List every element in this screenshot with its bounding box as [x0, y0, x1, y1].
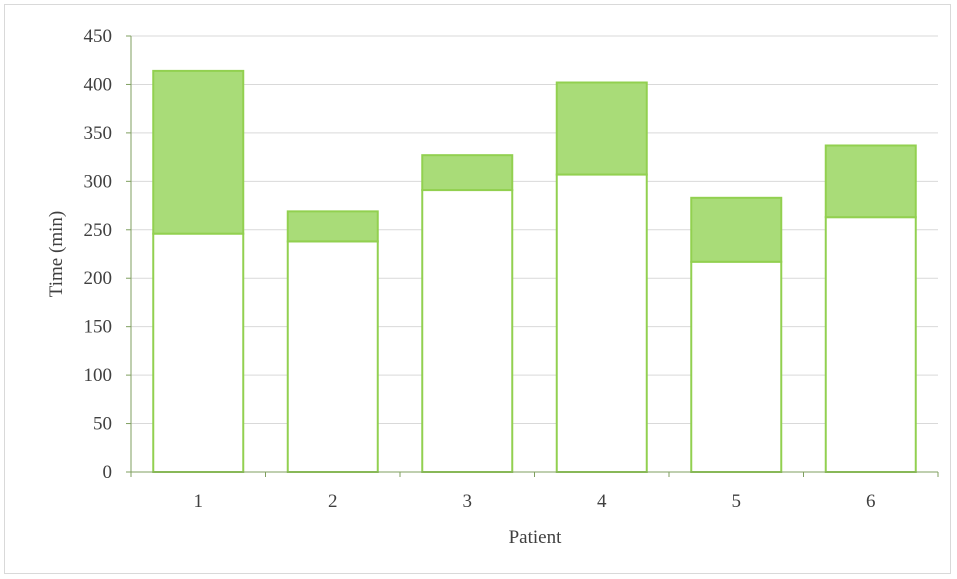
bar-segment-2-patient-4	[555, 81, 648, 176]
bar-segment-1-patient-1	[152, 232, 245, 473]
x-tick-label: 4	[597, 491, 607, 512]
x-tick-label: 1	[194, 491, 204, 512]
y-tick-label: 350	[84, 123, 113, 144]
axes	[126, 35, 939, 477]
y-tick-label: 50	[93, 414, 112, 435]
bar-segment-2-patient-6	[824, 144, 917, 219]
y-tick-label: 300	[84, 171, 113, 192]
y-tick-label: 450	[84, 26, 113, 47]
gridlines	[131, 35, 938, 425]
y-tick-labels: 0 50 100 150 200 250 300 350 400 450	[84, 26, 113, 483]
x-axis-label: Patient	[509, 527, 562, 548]
y-tick-label: 400	[84, 74, 113, 95]
bar-segment-1-patient-2	[286, 240, 379, 473]
bar-segment-2-patient-5	[690, 196, 783, 263]
y-axis-label: Time (min)	[46, 211, 67, 297]
y-tick-label: 200	[84, 268, 113, 289]
bar-segment-2-patient-3	[421, 154, 514, 192]
bar-segment-1-patient-4	[555, 173, 648, 473]
x-tick-label: 5	[732, 491, 742, 512]
bar-segment-1-patient-5	[690, 260, 783, 473]
y-tick-label: 0	[103, 462, 113, 483]
bar-segment-2-patient-1	[152, 69, 245, 235]
y-tick-label: 100	[84, 365, 113, 386]
y-tick-label: 150	[84, 317, 113, 338]
x-tick-labels: 1 2 3 4 5 6	[194, 491, 876, 512]
x-tick-label: 3	[463, 491, 473, 512]
x-tick-label: 6	[866, 491, 876, 512]
bar-segment-2-patient-2	[286, 210, 379, 243]
bar-segment-1-patient-6	[824, 216, 917, 473]
x-tick-label: 2	[328, 491, 338, 512]
y-tick-label: 250	[84, 220, 113, 241]
bars	[152, 69, 917, 473]
bar-segment-1-patient-3	[421, 189, 514, 473]
